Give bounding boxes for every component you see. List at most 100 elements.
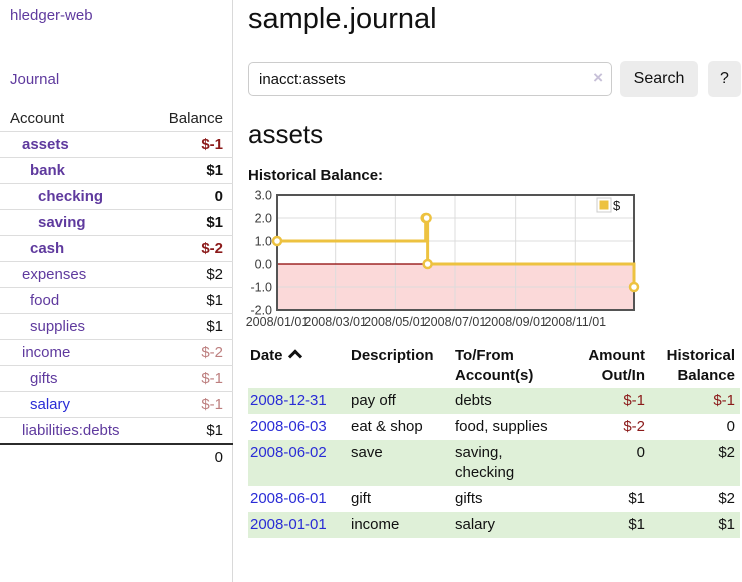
sidebar-account-link[interactable]: supplies <box>30 318 86 335</box>
sidebar-account-link[interactable]: salary <box>30 396 71 413</box>
register-description: eat & shop <box>351 418 423 435</box>
account-row: gifts $-1 <box>0 366 233 392</box>
data-point-marker[interactable] <box>271 235 283 247</box>
transaction-row: 2008-06-01 gift gifts $1 $2 <box>248 486 740 512</box>
sidebar-account-link[interactable]: saving <box>38 214 86 231</box>
register-header-row: Date Description To/From Account(s) Amount Ou… <box>248 344 740 388</box>
account-balance: $-1 <box>201 136 223 153</box>
register-amount: $-2 <box>623 418 645 435</box>
app-title-link[interactable]: hledger-web <box>10 7 93 24</box>
legend-swatch <box>599 200 609 210</box>
account-balance: $1 <box>206 162 223 179</box>
account-row: bank $1 <box>0 158 233 184</box>
account-row: cash $-2 <box>0 236 233 262</box>
sidebar-account-link[interactable]: expenses <box>22 266 87 283</box>
chart-title: Historical Balance: <box>248 167 384 184</box>
account-row: expenses $2 <box>0 262 233 288</box>
historical-balance-chart[interactable]: $3.0 2.0 1.0 0.0 -1.0 -2.0 2008/01/01 2008/03/0… <box>243 186 742 336</box>
register-date-link[interactable]: 2008-06-03 <box>250 418 327 435</box>
account-row: income $-2 <box>0 340 233 366</box>
x-axis-tick-label: 2008/09/01 <box>484 315 547 329</box>
register-column-header[interactable]: Historical Balance <box>666 347 735 384</box>
sort-ascending-icon <box>287 349 302 364</box>
data-point-marker[interactable] <box>422 258 433 270</box>
accounts-total-balance: 0 <box>214 449 223 466</box>
transaction-row: 2008-06-03 eat & shop food, supplies $-2 0 <box>248 414 740 440</box>
search-form: × Search ? <box>248 61 742 97</box>
account-row: food $1 <box>0 288 233 314</box>
sidebar-account-link[interactable]: income <box>22 344 71 361</box>
register-accounts: salary <box>455 516 496 533</box>
chart-canvas: $3.0 2.0 1.0 0.0 -1.0 -2.02008/01/012008/03/0… <box>246 189 640 329</box>
transaction-row: 2008-06-02 save saving, checking 0 $2 <box>248 440 740 486</box>
accounts-header-balance: Balance <box>168 110 223 127</box>
page-title: sample.journal <box>248 3 437 35</box>
main-content: sample.journal × Search ? assets Histori… <box>234 0 742 582</box>
y-axis-tick-label: -1.0 <box>250 281 272 295</box>
x-axis-tick-label: 2008/05/01 <box>364 315 427 329</box>
register-balance: $1 <box>718 516 735 533</box>
clear-search-icon[interactable]: × <box>593 68 603 87</box>
account-balance: $1 <box>206 292 223 309</box>
accounts-total-row: 0 <box>0 444 233 470</box>
accounts-header-account: Account <box>10 110 65 127</box>
register-amount: 0 <box>636 444 645 461</box>
data-point-marker[interactable] <box>421 212 432 224</box>
register-column-header[interactable]: Amount Out/In <box>588 347 645 384</box>
accounts-table: Account Balance assets $-1 bank $1 checking 0… <box>0 106 233 470</box>
account-balance: $-2 <box>201 240 223 257</box>
y-axis-tick-label: 3.0 <box>255 189 272 203</box>
x-axis-tick-label: 2008/03/01 <box>304 315 367 329</box>
account-balance: $-2 <box>201 344 223 361</box>
sidebar-account-link[interactable]: liabilities:debts <box>22 422 120 439</box>
account-balance: 0 <box>214 188 223 205</box>
account-row: checking 0 <box>0 184 233 210</box>
help-button[interactable]: ? <box>708 61 741 97</box>
nav-journal-link[interactable]: Journal <box>10 71 60 88</box>
account-heading: assets <box>248 119 324 149</box>
sidebar-account-link[interactable]: assets <box>22 136 69 153</box>
account-balance: $1 <box>206 422 223 439</box>
register-accounts: saving, checking <box>455 444 515 481</box>
account-row: assets $-1 <box>0 132 233 158</box>
register-date-link[interactable]: 2008-06-01 <box>250 490 327 507</box>
transaction-row: 2008-01-01 income salary $1 $1 <box>248 512 740 538</box>
account-balance: $1 <box>206 214 223 231</box>
search-button[interactable]: Search <box>620 61 698 97</box>
y-axis-tick-label: 1.0 <box>255 235 272 249</box>
sidebar: hledger-web Journal Account Balance asse… <box>0 0 233 582</box>
register-balance: $-1 <box>713 392 735 409</box>
search-input[interactable] <box>248 62 612 96</box>
register-accounts: debts <box>455 392 492 409</box>
sidebar-account-link[interactable]: gifts <box>30 370 58 387</box>
sidebar-account-link[interactable]: bank <box>30 162 66 179</box>
register-column-header[interactable]: Date <box>248 344 346 388</box>
register-description: save <box>351 444 383 461</box>
register-description: gift <box>351 490 372 507</box>
register-date-link[interactable]: 2008-06-02 <box>250 444 327 461</box>
data-point-marker[interactable] <box>628 281 640 293</box>
y-axis-tick-label: 2.0 <box>255 212 272 226</box>
sidebar-account-link[interactable]: food <box>30 292 60 309</box>
account-row: supplies $1 <box>0 314 233 340</box>
register-date-link[interactable]: 2008-12-31 <box>250 392 327 409</box>
transaction-row: 2008-12-31 pay off debts $-1 $-1 <box>248 388 740 414</box>
register-column-header[interactable]: To/From Account(s) <box>455 347 534 384</box>
register-column-header[interactable]: Description <box>351 347 434 364</box>
register-description: pay off <box>351 392 396 409</box>
sidebar-account-link[interactable]: cash <box>30 240 65 257</box>
accounts-header-row: Account Balance <box>0 106 233 132</box>
register-table: Date Description To/From Account(s) Amount Ou… <box>248 344 740 538</box>
x-axis-tick-label: 2008/01/01 <box>246 315 309 329</box>
register-description: income <box>351 516 400 533</box>
sidebar-account-link[interactable]: checking <box>38 188 104 205</box>
legend-label: $ <box>613 198 621 213</box>
account-balance: $-1 <box>201 370 223 387</box>
account-balance: $-1 <box>201 396 223 413</box>
register-accounts: gifts <box>455 490 483 507</box>
x-axis-tick-label: 2008/11/01 <box>544 315 606 329</box>
account-balance: $2 <box>206 266 223 283</box>
register-balance: $2 <box>718 444 735 461</box>
account-row: saving $1 <box>0 210 233 236</box>
register-date-link[interactable]: 2008-01-01 <box>250 516 327 533</box>
